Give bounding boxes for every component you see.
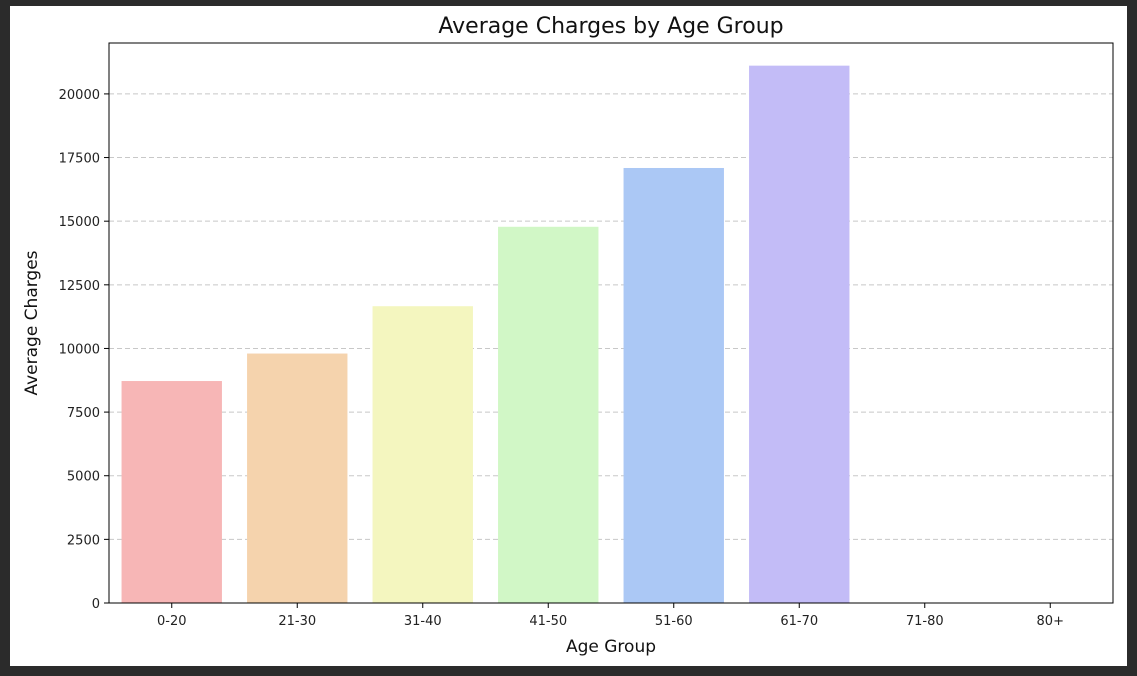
x-tick-label: 21-30	[278, 614, 316, 629]
grid-layer	[109, 93, 1113, 540]
y-tick-label: 15000	[59, 215, 100, 230]
bar-41-50	[498, 226, 599, 604]
y-tick-label: 12500	[59, 279, 100, 294]
x-tick-label: 31-40	[404, 614, 442, 629]
x-axis-title: Age Group	[566, 637, 656, 657]
y-axis: 0 2500 5000 7500 10000 12500 15000 17500 20000	[59, 88, 109, 612]
y-tick-label: 2500	[67, 533, 100, 548]
chart-title: Average Charges by Age Group	[438, 14, 783, 39]
y-tick-label: 10000	[59, 342, 100, 357]
x-tick-label: 51-60	[655, 614, 693, 629]
y-tick-label: 5000	[67, 470, 100, 485]
x-tick-label: 71-80	[906, 614, 944, 629]
bar-31-40	[372, 306, 473, 603]
bar-0-20	[121, 381, 222, 603]
y-tick-label: 17500	[59, 152, 100, 167]
y-tick-label: 20000	[59, 88, 100, 103]
bar-61-70	[749, 65, 850, 603]
y-axis-title: Average Charges	[22, 250, 42, 395]
y-tick-label: 7500	[67, 406, 100, 421]
bar-51-60	[623, 167, 724, 603]
x-tick-label: 0-20	[157, 614, 187, 629]
plot-frame	[108, 42, 1114, 604]
bar-chart: 0 2500 5000 7500 10000 12500 15000 17500 20000 0…	[22, 14, 1114, 657]
bar-21-30	[247, 353, 348, 603]
bar-layer	[121, 65, 850, 604]
y-tick-label: 0	[92, 597, 100, 612]
x-axis: 0-20 21-30 31-40 41-50 51-60 61-70 71-80 80+	[157, 603, 1064, 629]
x-tick-label: 61-70	[780, 614, 818, 629]
x-tick-label: 41-50	[529, 614, 567, 629]
chart-figure: 0 2500 5000 7500 10000 12500 15000 17500 20000 0…	[10, 6, 1127, 666]
x-tick-label: 80+	[1037, 614, 1064, 629]
